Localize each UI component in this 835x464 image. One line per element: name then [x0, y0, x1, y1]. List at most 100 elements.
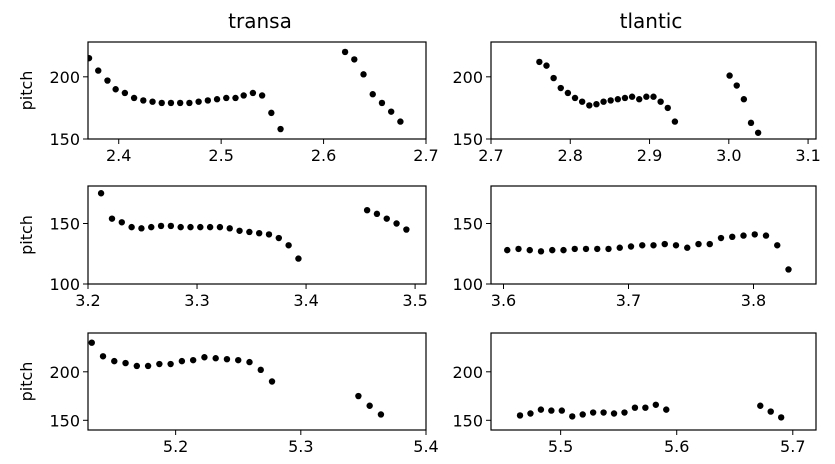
data-point	[695, 240, 702, 248]
data-point	[621, 94, 629, 102]
data-series	[88, 48, 404, 133]
data-point	[88, 54, 93, 62]
x-tick-label: 2.4	[106, 146, 131, 165]
data-point	[383, 215, 390, 222]
data-series	[97, 190, 410, 262]
data-point	[548, 407, 555, 414]
data-point	[197, 223, 204, 231]
data-point	[140, 97, 147, 104]
x-tick-label: 3.2	[75, 291, 100, 310]
x-tick-label: 2.6	[311, 146, 336, 165]
data-point	[187, 223, 194, 231]
axes-frame	[87, 41, 427, 140]
data-point	[201, 354, 208, 361]
data-point	[157, 222, 165, 230]
x-tick-label: 2.7	[413, 146, 438, 165]
data-point	[537, 248, 545, 255]
data-point	[589, 409, 597, 416]
x-tick-label: 2.7	[478, 146, 503, 165]
data-point	[661, 240, 668, 248]
data-point	[148, 223, 155, 231]
data-point	[167, 360, 174, 368]
x-tick-label: 2.9	[637, 146, 662, 165]
axes-frame	[490, 185, 817, 285]
y-tick-label: 150	[49, 215, 80, 234]
data-series	[536, 58, 762, 136]
x-tick-label: 3.5	[402, 291, 427, 310]
data-point	[285, 242, 292, 249]
data-point	[607, 97, 614, 104]
x-tick-label: 2.5	[208, 146, 233, 165]
data-point	[108, 215, 116, 222]
data-point	[726, 72, 733, 79]
data-point	[268, 109, 275, 117]
data-point	[240, 92, 247, 99]
data-point	[616, 244, 623, 251]
data-point	[767, 408, 774, 415]
data-point	[652, 401, 660, 408]
data-point	[246, 228, 253, 236]
data-point	[112, 86, 119, 93]
data-point	[537, 406, 545, 413]
y-axis-label: pitch	[17, 215, 36, 255]
x-tick-label: 3.4	[293, 291, 318, 310]
data-point	[754, 129, 762, 136]
data-point	[639, 242, 646, 249]
data-point	[275, 234, 283, 242]
data-point	[121, 89, 129, 97]
data-point	[571, 94, 579, 102]
data-point	[579, 411, 586, 418]
data-point	[571, 245, 578, 253]
y-tick-label: 150	[49, 411, 80, 430]
y-tick-label: 200	[452, 363, 483, 382]
data-point	[717, 234, 725, 242]
data-series	[504, 231, 792, 273]
data-point	[706, 240, 713, 248]
y-tick-label: 150	[49, 130, 80, 149]
y-tick-label: 200	[452, 68, 483, 87]
data-point	[605, 245, 612, 253]
column-title-right: tlantic	[620, 9, 683, 33]
data-point	[133, 362, 141, 370]
subplot-r1-c0: 3.2 3.3 3.4 3.5 100 150 pitch	[17, 185, 428, 310]
y-tick-label: 100	[452, 275, 483, 294]
data-point	[684, 244, 691, 251]
data-point	[557, 84, 564, 92]
data-point	[177, 223, 184, 231]
data-point	[186, 99, 193, 107]
data-point	[158, 99, 165, 107]
data-point	[97, 190, 105, 197]
data-point	[122, 359, 129, 367]
column-title-left: transa	[228, 9, 292, 33]
data-point	[663, 406, 670, 413]
data-point	[99, 353, 107, 360]
data-point	[740, 232, 747, 239]
data-point	[543, 62, 550, 69]
x-tick-label: 2.8	[558, 146, 583, 165]
axes-frame	[490, 41, 817, 140]
data-point	[733, 82, 740, 89]
data-point	[377, 411, 385, 418]
data-point	[111, 357, 118, 365]
axes-frame	[87, 185, 427, 285]
subplot-r1-c1: 3.6 3.7 3.8 100 150	[452, 185, 817, 310]
y-tick-label: 150	[452, 130, 483, 149]
axes-frame	[87, 332, 427, 431]
data-point	[156, 360, 163, 368]
x-tick-label: 3.7	[616, 291, 641, 310]
data-point	[355, 392, 362, 400]
data-point	[672, 242, 680, 249]
data-point	[216, 223, 224, 231]
y-tick-label: 100	[49, 275, 80, 294]
data-point	[582, 245, 590, 253]
data-point	[235, 356, 242, 364]
data-point	[249, 89, 257, 97]
data-point	[212, 355, 219, 362]
data-point	[144, 362, 152, 370]
data-point	[777, 414, 785, 421]
data-point	[650, 242, 657, 249]
data-point	[236, 227, 243, 234]
data-point	[167, 99, 175, 107]
data-point	[204, 97, 212, 104]
